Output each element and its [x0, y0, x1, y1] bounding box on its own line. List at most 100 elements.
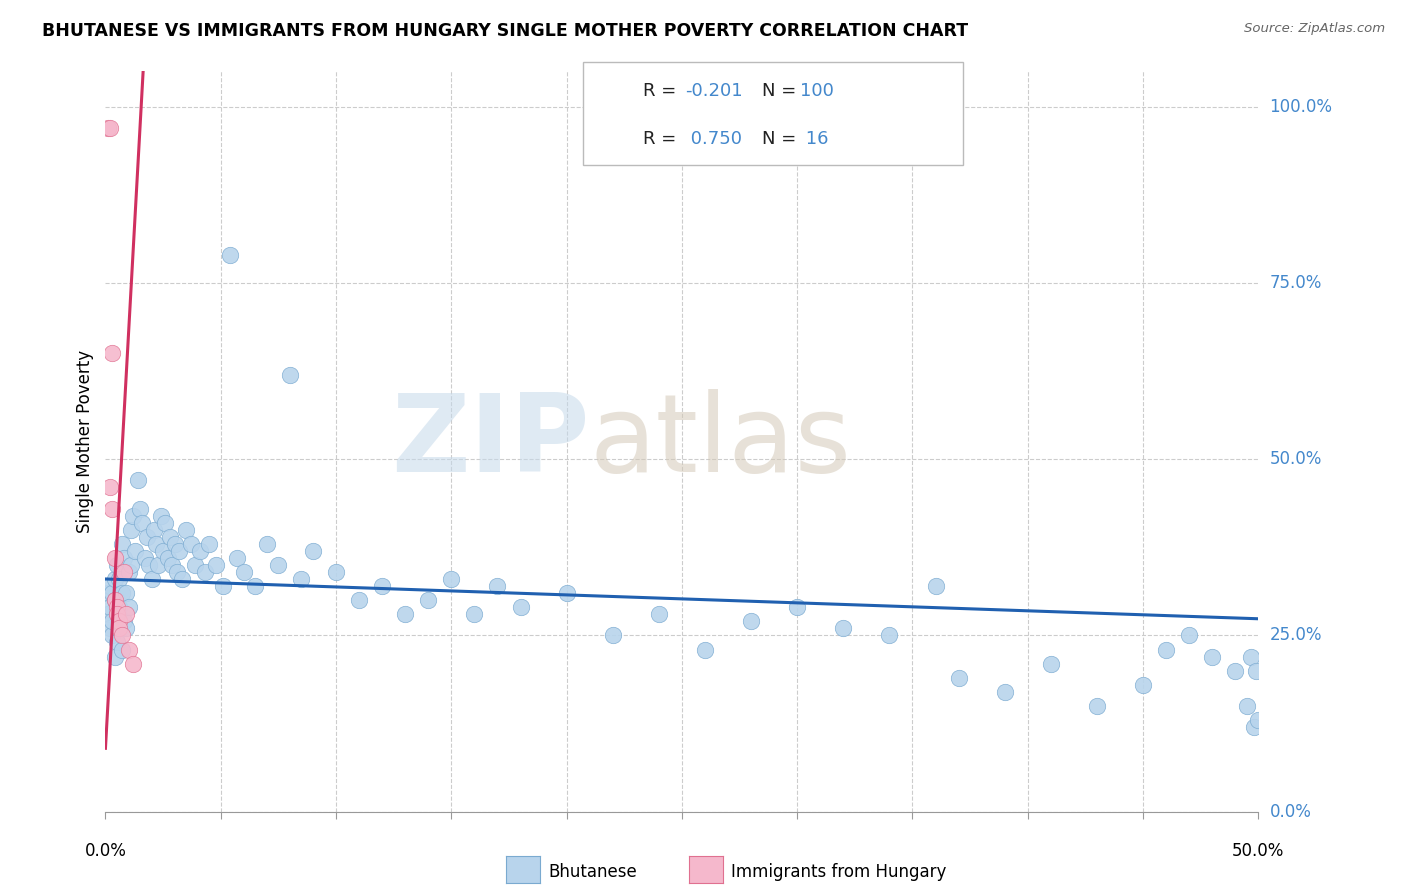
- Point: [101, 346, 124, 360]
- Point: [1236, 698, 1258, 713]
- Point: [180, 537, 202, 551]
- Point: [104, 593, 127, 607]
- Text: 50.0%: 50.0%: [1232, 842, 1285, 860]
- Point: [1132, 678, 1154, 692]
- Point: [152, 544, 174, 558]
- Point: [110, 628, 132, 642]
- Point: [602, 628, 624, 642]
- Point: [155, 516, 177, 530]
- Point: [166, 565, 188, 579]
- Point: [194, 565, 217, 579]
- Point: [555, 586, 578, 600]
- Point: [110, 537, 132, 551]
- Point: [219, 248, 242, 262]
- Point: [105, 635, 128, 649]
- Point: [440, 572, 463, 586]
- Point: [170, 572, 193, 586]
- Text: 0.0%: 0.0%: [1270, 803, 1312, 821]
- Point: [1247, 713, 1270, 727]
- Point: [1244, 664, 1267, 678]
- Text: 50.0%: 50.0%: [1270, 450, 1322, 468]
- Point: [1154, 642, 1177, 657]
- Point: [212, 579, 235, 593]
- Point: [347, 593, 370, 607]
- Point: [325, 565, 347, 579]
- Point: [117, 565, 139, 579]
- Text: N =: N =: [762, 130, 801, 148]
- Point: [131, 516, 153, 530]
- Point: [205, 558, 228, 572]
- Point: [1240, 649, 1263, 664]
- Point: [693, 642, 716, 657]
- Point: [879, 628, 901, 642]
- Point: [108, 615, 131, 629]
- Point: [110, 642, 132, 657]
- Point: [394, 607, 416, 622]
- Point: [1201, 649, 1223, 664]
- Point: [162, 558, 184, 572]
- Point: [159, 530, 181, 544]
- Point: [105, 558, 128, 572]
- Point: [174, 523, 197, 537]
- Point: [98, 579, 121, 593]
- Point: [120, 523, 142, 537]
- Point: [124, 544, 146, 558]
- Point: [163, 537, 186, 551]
- Point: [371, 579, 394, 593]
- Point: [115, 607, 138, 622]
- Text: 75.0%: 75.0%: [1270, 274, 1322, 292]
- Text: 100: 100: [800, 82, 834, 100]
- Point: [122, 657, 145, 671]
- Text: 0.750: 0.750: [685, 130, 742, 148]
- Point: [105, 607, 128, 622]
- Point: [290, 572, 312, 586]
- Text: R =: R =: [643, 130, 682, 148]
- Point: [108, 615, 131, 629]
- Text: BHUTANESE VS IMMIGRANTS FROM HUNGARY SINGLE MOTHER POVERTY CORRELATION CHART: BHUTANESE VS IMMIGRANTS FROM HUNGARY SIN…: [42, 22, 969, 40]
- Point: [98, 120, 121, 135]
- Text: 0.0%: 0.0%: [84, 842, 127, 860]
- Point: [104, 550, 127, 565]
- Point: [924, 579, 946, 593]
- Point: [142, 523, 165, 537]
- Point: [138, 558, 160, 572]
- Point: [1243, 720, 1265, 734]
- Point: [112, 615, 135, 629]
- Point: [110, 586, 132, 600]
- Point: [278, 368, 301, 382]
- Point: [120, 558, 142, 572]
- Point: [786, 600, 808, 615]
- Point: [948, 671, 970, 685]
- Point: [509, 600, 531, 615]
- Point: [108, 621, 131, 635]
- Point: [108, 572, 131, 586]
- Y-axis label: Single Mother Poverty: Single Mother Poverty: [76, 350, 94, 533]
- Point: [129, 501, 152, 516]
- Point: [98, 480, 121, 494]
- Point: [232, 565, 254, 579]
- Point: [101, 586, 124, 600]
- Point: [105, 593, 128, 607]
- Point: [117, 600, 139, 615]
- Point: [101, 501, 124, 516]
- Point: [156, 550, 179, 565]
- Text: 100.0%: 100.0%: [1270, 97, 1333, 116]
- Point: [145, 537, 167, 551]
- Point: [136, 530, 159, 544]
- Point: [148, 558, 170, 572]
- Point: [463, 607, 485, 622]
- Point: [1039, 657, 1062, 671]
- Point: [115, 586, 138, 600]
- Point: [225, 550, 247, 565]
- Point: [832, 621, 855, 635]
- Point: [117, 642, 139, 657]
- Point: [104, 593, 127, 607]
- Text: Immigrants from Hungary: Immigrants from Hungary: [731, 863, 946, 881]
- Point: [198, 537, 221, 551]
- Point: [1225, 664, 1247, 678]
- Point: [994, 685, 1017, 699]
- Point: [1085, 698, 1108, 713]
- Point: [267, 558, 290, 572]
- Point: [1178, 628, 1201, 642]
- Point: [101, 615, 124, 629]
